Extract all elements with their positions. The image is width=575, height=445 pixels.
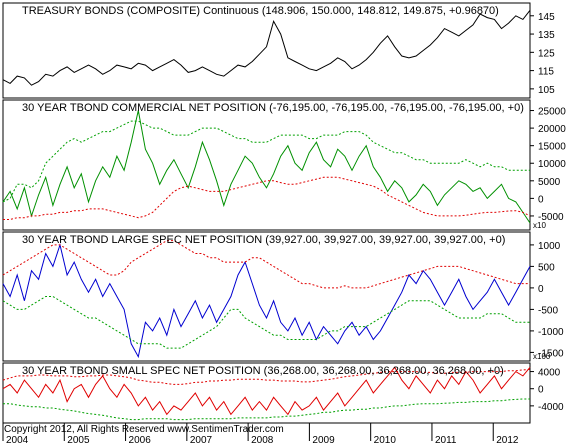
panel-title: TREASURY BONDS (COMPOSITE) Continuous (1… (22, 5, 499, 17)
x-tick-label: 2004 (6, 435, 29, 445)
band-line (2, 296, 530, 349)
y-tick-label: -1500 (538, 348, 564, 359)
y-tick-label: 500 (538, 262, 555, 273)
band-line (2, 120, 530, 203)
series-line (2, 110, 531, 224)
y-tick-label: -1000 (538, 327, 564, 338)
panel-title: 30 YEAR TBOND SMALL SPEC NET POSITION (3… (22, 365, 504, 377)
y-tick-label: 125 (538, 48, 555, 59)
band-line (2, 240, 530, 289)
band-line (2, 368, 531, 385)
y-tick-label: 135 (538, 30, 555, 41)
y-tick-label: 0 (538, 284, 544, 295)
y-tick-label: 5000 (538, 177, 561, 188)
y-tick-label: 10000 (538, 159, 566, 170)
x-tick-label: 2007 (190, 435, 213, 445)
y-tick-label: 15000 (538, 142, 566, 153)
y-tick-label: 1000 (538, 241, 561, 252)
panel-4: 4000 0 -4000 30 YEAR TBOND SMALL SPEC NET P… (2, 362, 564, 424)
y-multiplier-label: x100 (533, 352, 551, 361)
y-tick-label: 25000 (538, 107, 566, 118)
x-tick-label: 2008 (251, 435, 274, 445)
y-tick-label: 0 (538, 385, 544, 396)
y-multiplier-label: x10 (533, 221, 546, 230)
y-tick-label: -5000 (538, 212, 564, 223)
band-line (3, 398, 530, 421)
panel-title: 30 YEAR TBOND COMMERCIAL NET POSITION (-… (22, 102, 524, 114)
panel-frame (2, 99, 531, 231)
y-tick-label: 115 (538, 67, 554, 78)
panel-frame (2, 2, 531, 99)
series-line (2, 9, 531, 86)
panel-frame (2, 231, 531, 362)
panel-1: 105 115 125 135 145 TREASURY BONDS (COMPOSITE… (2, 2, 555, 99)
x-tick-label: 2005 (67, 435, 90, 445)
x-axis: 2004 2005 2006 2007 2008 2009 2010 2011 2012 (2, 423, 519, 445)
x-tick-label: 2006 (129, 435, 152, 445)
copyright-text: Copyright 2012, All Rights Reserved www.… (4, 424, 284, 435)
panel-title: 30 YEAR TBOND LARGE SPEC NET POSITION (3… (22, 234, 505, 246)
y-tick-label: 4000 (538, 368, 561, 379)
y-tick-label: -500 (538, 305, 558, 316)
x-tick-label: 2010 (374, 435, 397, 445)
series-line (2, 366, 531, 416)
x-tick-label: 2012 (496, 435, 519, 445)
y-tick-label: 0 (538, 194, 544, 205)
y-tick-label: 105 (538, 85, 555, 96)
series-line (2, 243, 531, 359)
y-tick-label: 145 (538, 12, 555, 23)
y-tick-label: 20000 (538, 124, 566, 135)
y-tick-label: -4000 (538, 402, 564, 413)
x-tick-label: 2011 (435, 435, 457, 445)
chart-panels: 105 115 125 135 145 TREASURY BONDS (COMPOSITE… (2, 2, 566, 424)
x-tick-label: 2009 (312, 435, 335, 445)
band-line (3, 176, 531, 220)
